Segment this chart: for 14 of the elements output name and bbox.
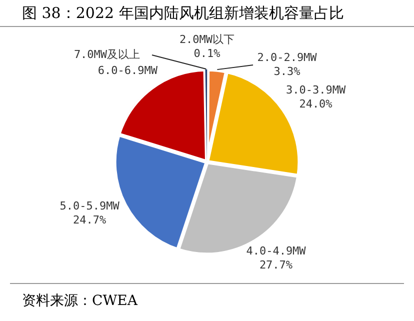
slice-label: 7.0MW及以上 [74, 48, 140, 61]
data-label: 27.7% [259, 258, 293, 272]
slice-label: 2.0-2.9MW [257, 50, 318, 64]
data-label: 24.7% [72, 214, 106, 227]
data-label: 3.3% [274, 64, 301, 78]
chart-title: 图 38：2022 年国内陆风机组新增装机容量占比 [0, 0, 414, 27]
data-label: 0.1% [194, 46, 221, 60]
slice-label: 4.0-4.9MW [246, 244, 306, 258]
text: 资料来源：CWEA [10, 283, 404, 310]
data-label: 24.0% [299, 97, 333, 110]
slice-label: 5.0-5.9MW [60, 200, 120, 213]
slice-label: 6.0-6.9MW [98, 64, 158, 78]
slice-label: 3.0-3.9MW [286, 83, 346, 96]
slice-label: 2.0MW以下 [179, 32, 235, 46]
